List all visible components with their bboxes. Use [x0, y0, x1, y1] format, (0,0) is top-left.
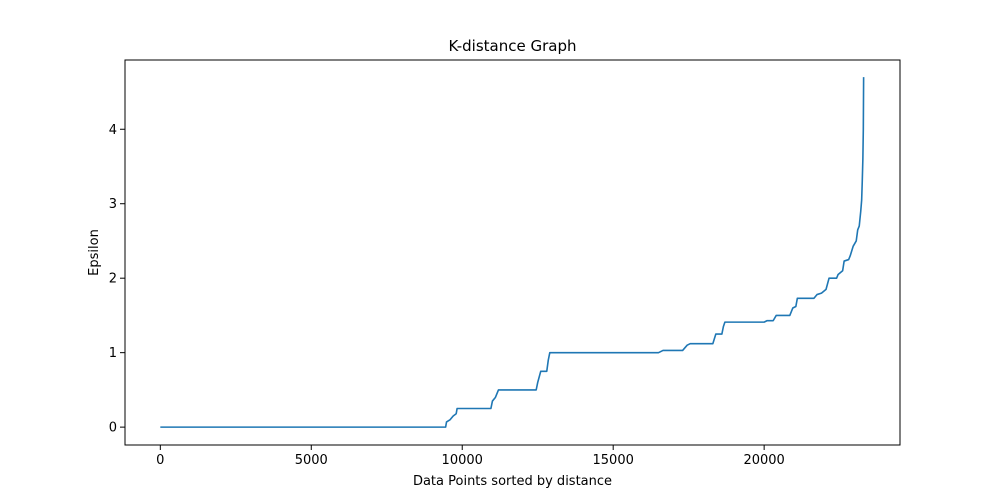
y-tick-label: 1 [109, 346, 117, 361]
plot-lines [160, 77, 865, 428]
series-line-0 [160, 77, 865, 428]
y-tick-label: 4 [109, 123, 117, 138]
x-tick-label: 5000 [295, 453, 328, 468]
x-tick-label: 20000 [743, 453, 784, 468]
y-axis-label: Epsilon [87, 229, 102, 276]
x-axis-label: Data Points sorted by distance [413, 474, 612, 489]
x-axis-ticks: 0 5000 10000 15000 20000 [156, 445, 785, 468]
y-tick-label: 0 [109, 421, 117, 436]
y-tick-label: 2 [109, 272, 117, 287]
x-tick-label: 10000 [442, 453, 483, 468]
chart-title: K-distance Graph [448, 37, 576, 55]
y-axis-ticks: 0 1 2 3 4 [109, 123, 125, 436]
x-tick-label: 0 [156, 453, 164, 468]
x-tick-label: 15000 [593, 453, 634, 468]
plot-frame [124, 59, 901, 446]
y-tick-label: 3 [109, 197, 117, 212]
